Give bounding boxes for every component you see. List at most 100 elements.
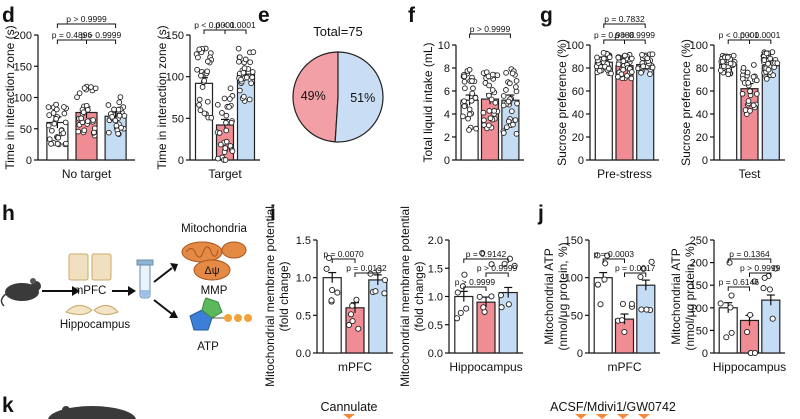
p-value-label: p > 0.9999 bbox=[81, 30, 122, 40]
data-point bbox=[466, 111, 473, 118]
data-point bbox=[91, 129, 97, 136]
data-point bbox=[725, 71, 732, 78]
data-point bbox=[48, 127, 55, 134]
data-point bbox=[117, 94, 124, 100]
data-point bbox=[46, 112, 52, 118]
p-value-label: p < 0.0001 bbox=[194, 20, 235, 30]
data-point bbox=[222, 157, 229, 163]
significance-bracket bbox=[749, 272, 772, 277]
data-point bbox=[54, 140, 61, 147]
data-point bbox=[90, 117, 96, 123]
data-point bbox=[488, 96, 495, 103]
data-point bbox=[727, 60, 734, 67]
y-tick-label: 6 bbox=[444, 86, 450, 98]
y-tick-label: 100 bbox=[565, 273, 583, 285]
y-axis-label: (nmol/μg protein, %) bbox=[556, 242, 570, 350]
data-point bbox=[753, 91, 760, 97]
p-value-label: p = 0.0070 bbox=[323, 249, 364, 259]
data-point bbox=[473, 125, 479, 132]
data-point bbox=[61, 110, 68, 117]
data-point bbox=[728, 292, 735, 299]
data-point bbox=[196, 46, 203, 53]
data-point bbox=[196, 96, 203, 103]
data-point bbox=[513, 88, 520, 95]
data-point bbox=[226, 104, 232, 110]
p-value-label: p < 0.0001 bbox=[215, 20, 256, 30]
data-point bbox=[728, 329, 735, 336]
y-tick-label: 150 bbox=[166, 30, 184, 42]
timepoint-marker bbox=[638, 414, 650, 419]
data-point bbox=[511, 262, 518, 269]
chart-i-hippocampus: 0.0 0.5 1.0 1.5 2.0 Mitochondrial membrane po… bbox=[398, 206, 523, 387]
data-point bbox=[466, 106, 473, 113]
y-tick-label: 1.5 bbox=[296, 235, 311, 247]
mitochondria-icon bbox=[181, 241, 247, 281]
data-point bbox=[204, 58, 211, 65]
p-value-label: p > 0.9999 bbox=[740, 263, 781, 273]
data-point bbox=[476, 293, 483, 300]
timepoint-marker bbox=[596, 414, 608, 419]
data-point bbox=[740, 65, 747, 71]
data-point bbox=[55, 134, 62, 141]
p-value-label: p > 0.9999 bbox=[66, 14, 107, 24]
bar bbox=[194, 82, 214, 161]
data-point bbox=[605, 65, 612, 72]
data-point bbox=[594, 281, 601, 288]
significance-bracket bbox=[224, 29, 247, 34]
y-tick-label: 8 bbox=[444, 63, 450, 75]
data-point bbox=[763, 75, 770, 82]
panel-label-f: f bbox=[408, 4, 416, 27]
data-point bbox=[470, 85, 476, 92]
significance-bracket bbox=[749, 39, 772, 44]
data-point bbox=[594, 54, 600, 61]
bar bbox=[718, 307, 738, 354]
chart-j-mpfc: 0 50 100 150 Mitochondrial ATP (nmol/μg prote… bbox=[542, 235, 660, 374]
data-point bbox=[486, 107, 493, 114]
data-point bbox=[747, 107, 753, 114]
data-point bbox=[461, 271, 468, 278]
data-point bbox=[235, 45, 242, 52]
data-point bbox=[349, 318, 356, 325]
y-tick-label: 40 bbox=[696, 109, 708, 121]
data-point bbox=[723, 334, 730, 341]
data-point bbox=[74, 94, 80, 101]
y-tick-label: 150 bbox=[690, 280, 708, 292]
data-point bbox=[491, 108, 498, 114]
data-point bbox=[469, 78, 475, 84]
data-point bbox=[719, 58, 726, 65]
y-axis-label: Sucrose preference (%) bbox=[679, 39, 693, 166]
significance-bracket bbox=[331, 258, 356, 263]
data-point bbox=[81, 127, 88, 134]
data-point bbox=[223, 127, 230, 134]
significance-bracket bbox=[354, 272, 379, 277]
data-point bbox=[229, 148, 236, 154]
x-axis-label: No target bbox=[62, 167, 112, 181]
x-axis-label: Hippocampus bbox=[713, 360, 786, 374]
data-point bbox=[486, 92, 492, 99]
data-point bbox=[466, 66, 473, 73]
data-point bbox=[238, 76, 244, 83]
pie-title: Total=75 bbox=[313, 24, 363, 39]
data-point bbox=[53, 115, 60, 122]
data-point bbox=[606, 54, 613, 61]
y-tick-label: 100 bbox=[166, 72, 184, 84]
data-point bbox=[353, 296, 360, 303]
data-point bbox=[615, 61, 622, 68]
data-point bbox=[201, 77, 208, 84]
bar bbox=[636, 63, 655, 161]
data-point bbox=[221, 95, 228, 102]
data-point bbox=[222, 145, 229, 151]
y-tick-label: 50 bbox=[696, 325, 708, 337]
data-point bbox=[745, 80, 752, 86]
y-tick-label: 0 bbox=[577, 348, 583, 360]
delta-psi-label: Δψ bbox=[204, 265, 219, 277]
data-point bbox=[628, 75, 635, 82]
timepoint-marker bbox=[343, 414, 355, 419]
y-tick-label: 50 bbox=[172, 113, 184, 125]
y-tick-label: 60 bbox=[696, 86, 708, 98]
data-point bbox=[53, 106, 60, 113]
data-point bbox=[727, 304, 734, 311]
data-point bbox=[215, 155, 221, 162]
data-point bbox=[620, 58, 627, 65]
